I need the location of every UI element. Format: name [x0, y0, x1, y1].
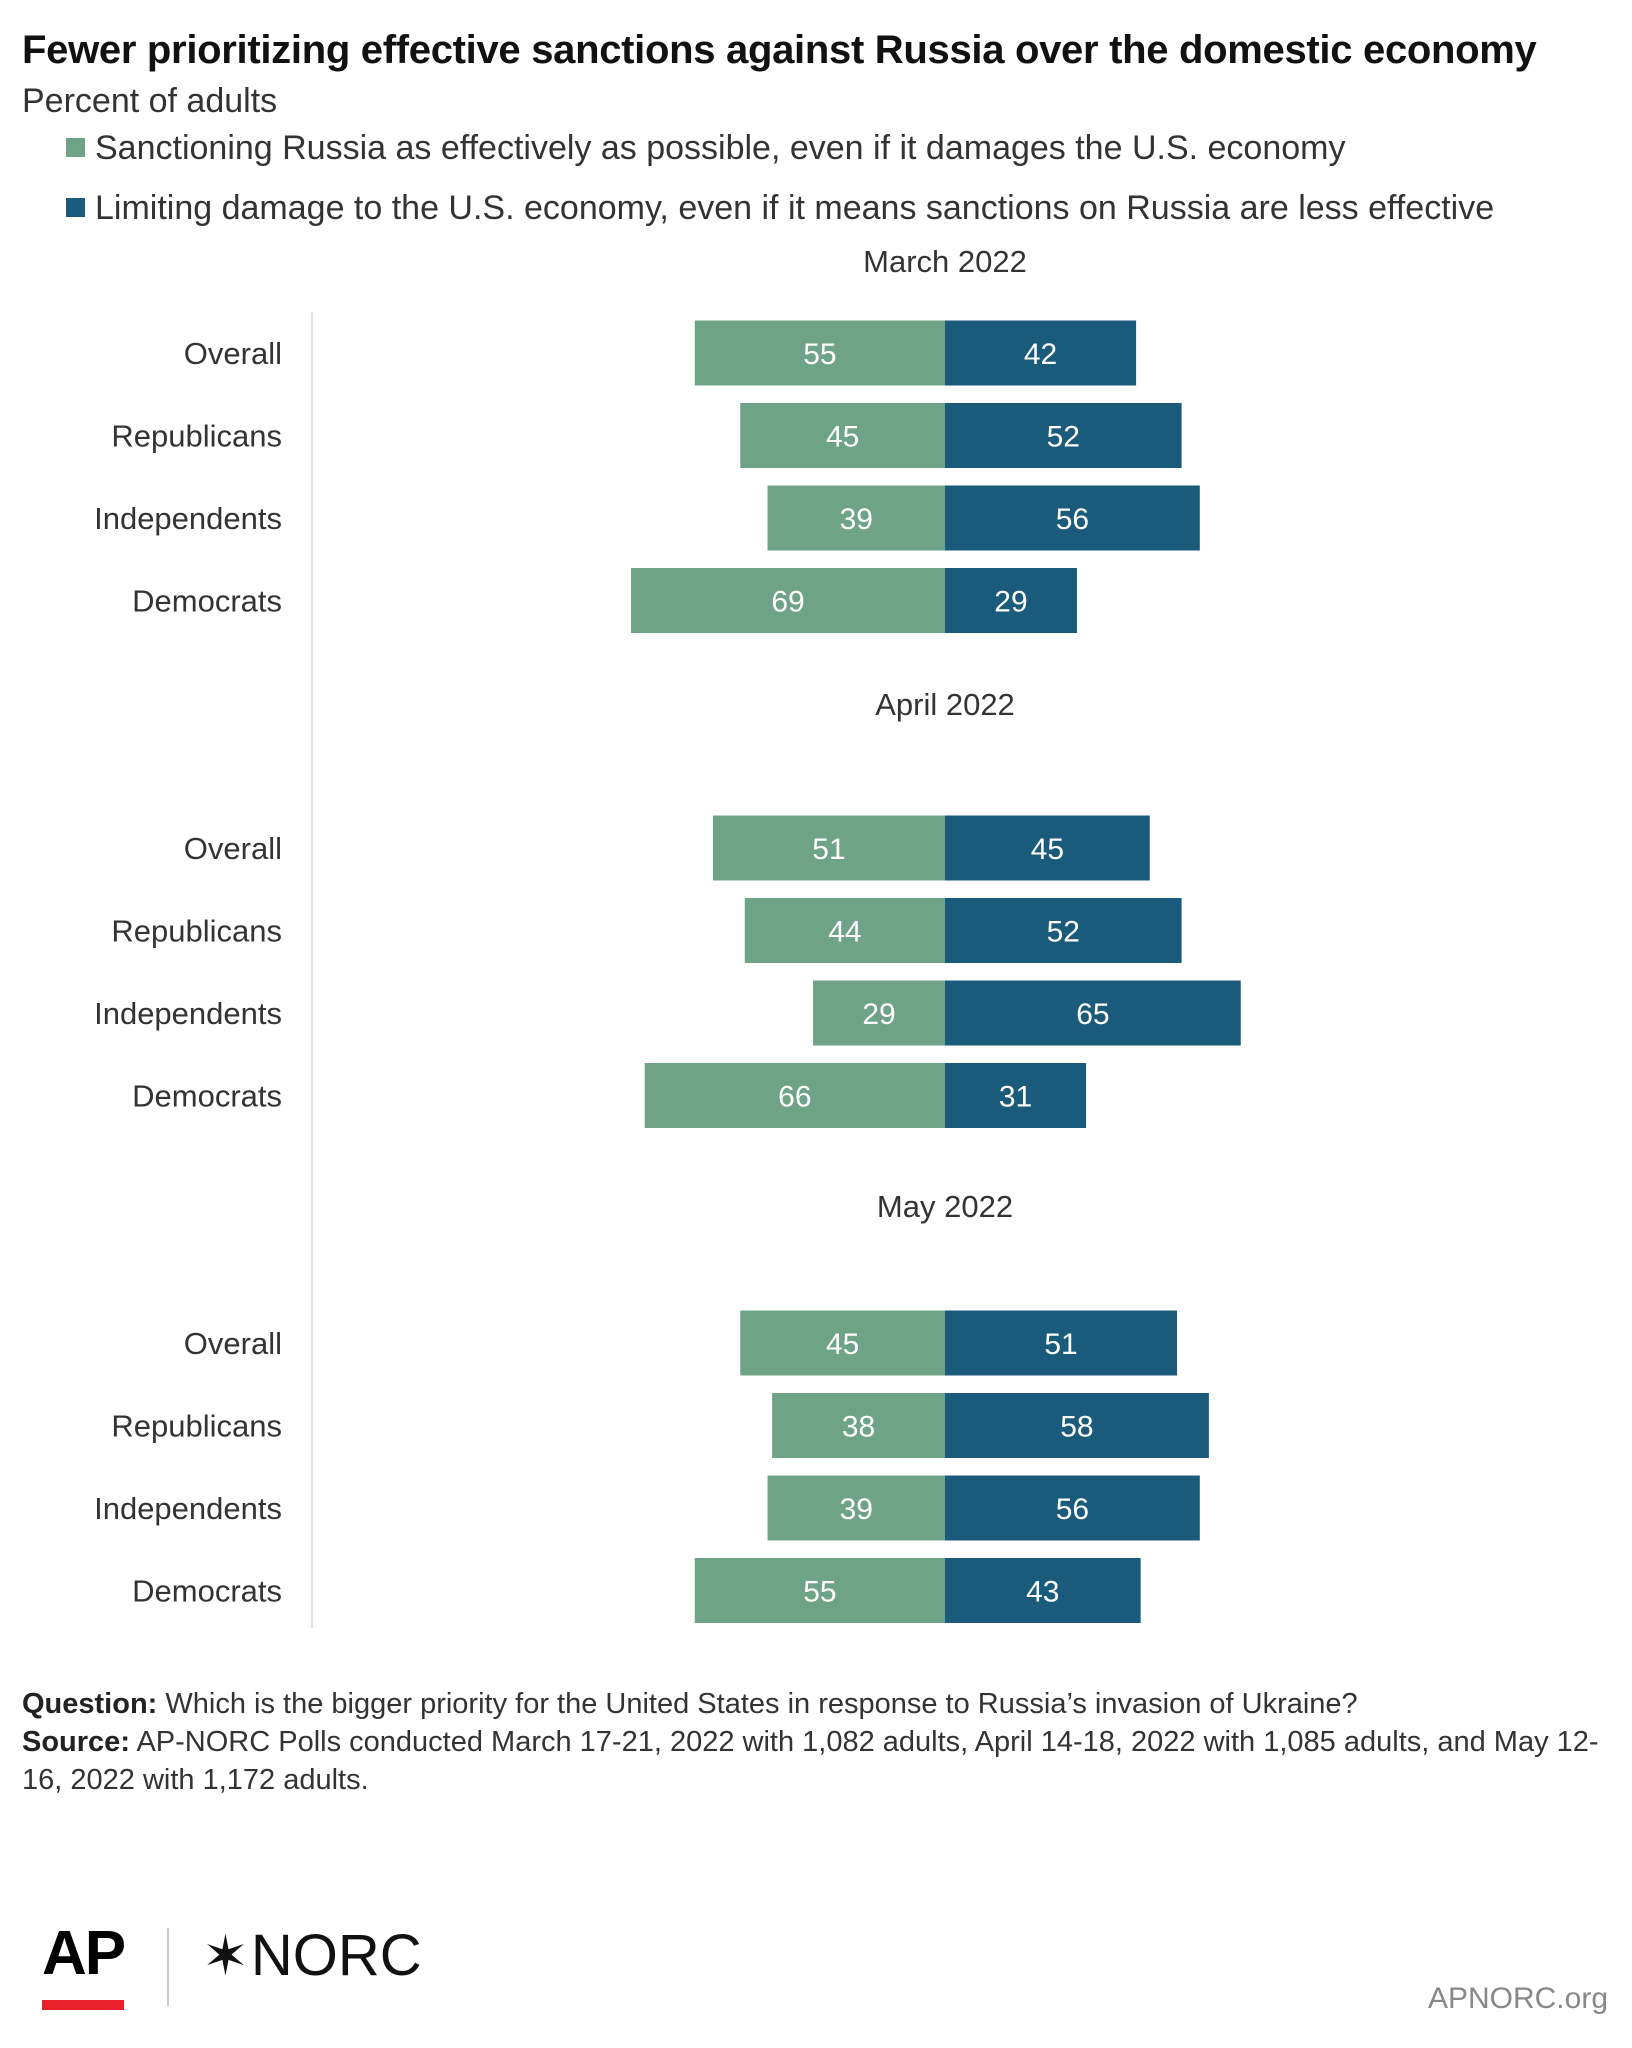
data-label-limit-damage: 45 — [1031, 833, 1064, 866]
data-label-limit-damage: 42 — [1024, 338, 1057, 371]
bar-limit-damage — [945, 898, 1182, 963]
category-label: Overall — [184, 336, 282, 371]
ap-logo-underline — [42, 2000, 124, 2010]
data-label-sanction: 38 — [842, 1411, 875, 1444]
source-note: Source: AP-NORC Polls conducted March 17… — [22, 1723, 1612, 1799]
bar-sanction — [694, 320, 945, 386]
data-label-limit-damage: 56 — [1056, 1493, 1089, 1526]
panel-title: March 2022 — [863, 244, 1027, 279]
bar-sanction — [694, 1558, 945, 1623]
data-label-sanction: 55 — [803, 338, 836, 371]
question-text: Which is the bigger priority for the Uni… — [165, 1688, 1358, 1720]
legend-label-limit-damage: Limiting damage to the U.S. economy, eve… — [95, 189, 1495, 227]
data-label-sanction: 44 — [828, 916, 861, 949]
data-label-limit-damage: 65 — [1076, 998, 1109, 1031]
legend-swatch-sanction — [66, 137, 85, 157]
bar-sanction — [712, 815, 945, 881]
bar-limit-damage — [945, 1063, 1087, 1128]
bar-limit-damage — [945, 403, 1182, 468]
legend-swatch-limit-damage — [66, 197, 85, 217]
data-label-limit-damage: 52 — [1047, 421, 1080, 454]
bar-limit-damage — [945, 485, 1200, 551]
legend-label-sanction: Sanctioning Russia as effectively as pos… — [95, 129, 1346, 167]
data-label-limit-damage: 52 — [1047, 916, 1080, 949]
bar-limit-damage — [945, 1558, 1141, 1623]
bar-limit-damage — [945, 1393, 1209, 1458]
panel-title: May 2022 — [877, 1189, 1013, 1224]
bar-limit-damage — [945, 1475, 1200, 1541]
data-label-limit-damage: 51 — [1044, 1328, 1077, 1361]
bar-sanction — [813, 980, 945, 1046]
question-label: Question: — [22, 1688, 158, 1720]
data-label-limit-damage: 31 — [999, 1081, 1032, 1114]
apnorc-url: APNORC.org — [1427, 1982, 1608, 2015]
norc-star-icon: ✶ — [202, 1924, 249, 1987]
norc-logo: ✶NORC — [202, 1922, 422, 1989]
bar-sanction — [740, 403, 945, 468]
legend-item-limit-damage: Limiting damage to the U.S. economy, eve… — [66, 189, 1494, 228]
data-label-sanction: 66 — [778, 1081, 811, 1114]
ap-logo: AP — [42, 1919, 126, 1988]
category-label: Overall — [184, 1326, 282, 1361]
bar-sanction — [767, 485, 945, 551]
data-label-sanction: 45 — [826, 1328, 859, 1361]
category-label: Independents — [94, 501, 282, 536]
category-label: Independents — [94, 1491, 282, 1526]
question-note: Question: Which is the bigger priority f… — [22, 1685, 1612, 1723]
bar-limit-damage — [945, 568, 1077, 633]
bar-limit-damage — [945, 815, 1150, 881]
source-text: AP-NORC Polls conducted March 17-21, 202… — [22, 1726, 1599, 1796]
data-label-limit-damage: 58 — [1060, 1411, 1093, 1444]
category-label: Republicans — [111, 1409, 282, 1444]
bar-limit-damage — [945, 980, 1241, 1046]
data-label-sanction: 51 — [812, 833, 845, 866]
bar-limit-damage — [945, 1310, 1178, 1376]
chart-title: Fewer prioritizing effective sanctions a… — [22, 28, 1537, 72]
data-label-sanction: 45 — [826, 421, 859, 454]
bar-limit-damage — [945, 320, 1137, 386]
bar-sanction — [772, 1393, 945, 1458]
category-label: Republicans — [111, 914, 282, 949]
data-label-sanction: 39 — [840, 503, 873, 536]
diverging-bar-chart: March 2022 Overall 55 42 Republicans 45 52 Inde… — [94, 244, 1241, 1628]
data-label-limit-damage: 43 — [1026, 1576, 1059, 1609]
data-label-limit-damage: 56 — [1056, 503, 1089, 536]
category-label: Democrats — [132, 584, 282, 619]
logo-divider — [167, 1928, 169, 2006]
panel-title: April 2022 — [875, 687, 1015, 722]
data-label-sanction: 29 — [862, 998, 895, 1031]
legend-item-sanction: Sanctioning Russia as effectively as pos… — [66, 129, 1345, 168]
category-label: Republicans — [111, 419, 282, 454]
norc-logo-text: NORC — [250, 1923, 422, 1988]
data-label-sanction: 55 — [803, 1576, 836, 1609]
bar-sanction — [744, 898, 945, 963]
data-label-sanction: 69 — [771, 586, 804, 619]
chart-subtitle: Percent of adults — [22, 82, 278, 120]
data-label-sanction: 39 — [840, 1493, 873, 1526]
category-label: Independents — [94, 996, 282, 1031]
bar-sanction — [644, 1063, 945, 1128]
data-label-limit-damage: 29 — [994, 586, 1027, 619]
category-label: Democrats — [132, 1574, 282, 1609]
bar-sanction — [740, 1310, 945, 1376]
category-label: Democrats — [132, 1079, 282, 1114]
bar-sanction — [767, 1475, 945, 1541]
chart-footer: Question: Which is the bigger priority f… — [22, 1685, 1612, 1799]
bar-sanction — [631, 568, 945, 633]
category-label: Overall — [184, 831, 282, 866]
source-label: Source: — [22, 1726, 130, 1758]
